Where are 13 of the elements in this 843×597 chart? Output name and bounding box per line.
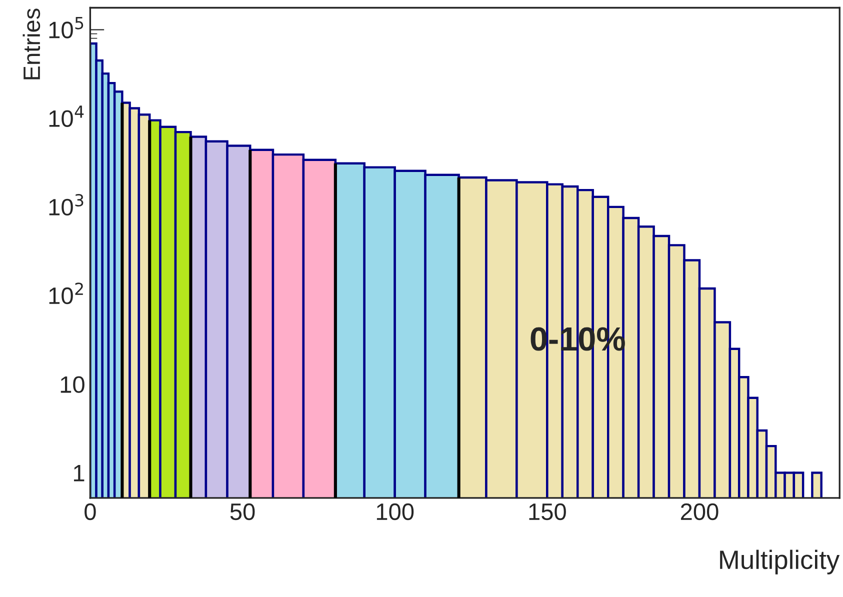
- y-tick-label: 10$^{2}$: [49, 282, 83, 304]
- y-tick-label: 10$^{4}$: [49, 106, 84, 127]
- x-axis-title: Multiplicity: [720, 550, 840, 574]
- x-tick-label: 100: [376, 503, 414, 520]
- x-tick-label: 150: [529, 503, 566, 520]
- y-tick-label: 10$^{5}$: [49, 17, 84, 38]
- y-tick-label: 10$^{3}$: [49, 194, 84, 216]
- x-tick-label: 0: [84, 503, 96, 520]
- y-axis-title: Entries: [22, 8, 40, 80]
- y-tick-label: 10: [60, 376, 84, 393]
- y-tick-label: 1: [74, 465, 84, 482]
- x-tick-label: 50: [230, 503, 255, 520]
- x-tick-label: 200: [680, 503, 718, 520]
